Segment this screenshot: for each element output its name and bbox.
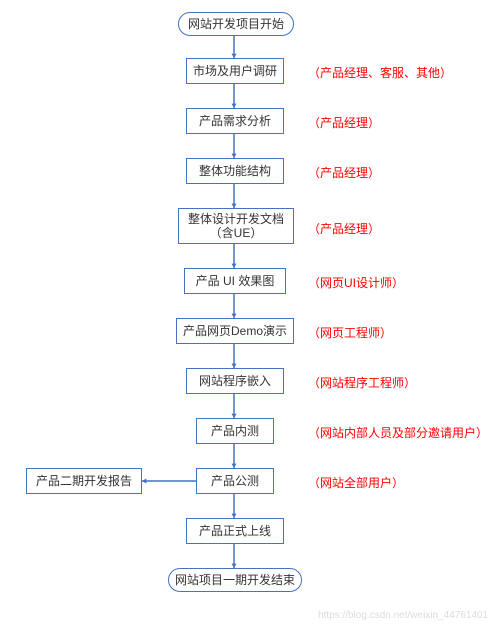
flow-node-n6: 产品网页Demo演示 (176, 318, 294, 344)
flow-node-n9: 产品公测 (196, 468, 274, 494)
flow-node-n1: 市场及用户调研 (186, 58, 284, 84)
flow-node-end: 网站项目一期开发结束 (168, 568, 302, 592)
flow-node-start: 网站开发项目开始 (178, 12, 294, 36)
flow-node-side: 产品二期开发报告 (26, 468, 142, 494)
flow-node-n2: 产品需求分析 (186, 108, 284, 134)
annotation-n7: （网站程序工程师） (308, 374, 416, 391)
flow-node-n5: 产品 UI 效果图 (184, 268, 286, 294)
flow-node-n3: 整体功能结构 (186, 158, 284, 184)
flow-node-n10: 产品正式上线 (186, 518, 284, 544)
flow-node-n8: 产品内测 (196, 418, 274, 444)
annotation-n3: （产品经理） (308, 164, 380, 181)
annotation-n8: （网站内部人员及部分邀请用户） (308, 424, 488, 441)
annotation-n9: （网站全部用户） (308, 474, 404, 491)
annotation-n6: （网页工程师） (308, 324, 392, 341)
annotation-n5: （网页UI设计师） (308, 274, 404, 291)
flow-node-n7: 网站程序嵌入 (186, 368, 284, 394)
flow-node-n4: 整体设计开发文档（含UE） (178, 208, 294, 244)
watermark: https://blog.csdn.net/weixin_44761401 (318, 610, 488, 621)
annotation-n4: （产品经理） (308, 220, 380, 237)
annotation-n1: （产品经理、客服、其他） (308, 64, 452, 81)
annotation-n2: （产品经理） (308, 114, 380, 131)
